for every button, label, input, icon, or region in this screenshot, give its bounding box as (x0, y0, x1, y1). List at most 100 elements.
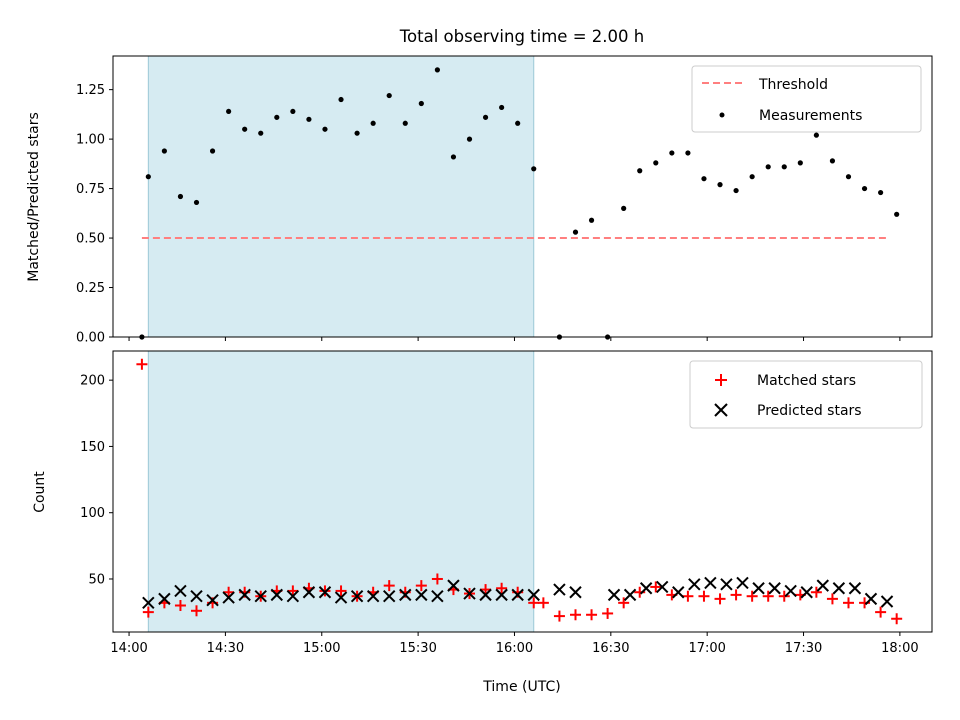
matched-star-marker (223, 586, 235, 598)
x-tick-label: 15:00 (303, 641, 340, 656)
predicted-star-marker-b (832, 582, 846, 595)
matched-star-marker (650, 581, 662, 593)
predicted-star-marker (623, 588, 637, 602)
predicted-star-marker-b (495, 588, 508, 602)
measurement-point (765, 164, 771, 170)
predicted-star-marker (672, 586, 685, 599)
predicted-stars-markers (142, 576, 894, 610)
predicted-star-marker-b (527, 588, 540, 602)
matched-star-marker (569, 609, 581, 621)
x-axis-label: Time (UTC) (482, 679, 560, 695)
predicted-star-marker-b (238, 588, 251, 602)
measurement-point (226, 108, 232, 115)
predicted-star-marker (816, 579, 830, 592)
top-y-tick-label: 0.00 (76, 331, 105, 346)
measurement-point (797, 160, 803, 166)
matched-star-marker (842, 597, 854, 609)
measurement-point (499, 104, 505, 111)
predicted-star-marker (495, 588, 508, 602)
bottom-y-tick-label: 200 (80, 374, 105, 389)
matched-star-marker (174, 599, 186, 611)
measurement-point (306, 116, 312, 122)
predicted-star-marker-b (222, 591, 235, 604)
predicted-star-marker-b (350, 590, 364, 603)
predicted-star-marker (286, 590, 300, 603)
x-tick-label: 17:30 (785, 641, 822, 656)
predicted-star-marker-b (800, 586, 813, 599)
measurement-point (749, 174, 755, 180)
top-panel: 0.00 0.25 0.50 0.75 1.00 1.25 Matched/Predict… (26, 55, 933, 346)
top-y-tick-label: 0.50 (76, 232, 105, 247)
predicted-star-marker-b (254, 590, 267, 603)
measurement-point (878, 189, 884, 196)
predicted-star-marker-b (447, 579, 460, 592)
predicted-star-marker (399, 588, 412, 602)
predicted-star-marker (334, 591, 348, 604)
legend-predicted-swatch (714, 403, 728, 417)
predicted-star-marker (784, 584, 797, 598)
predicted-star-marker (383, 590, 396, 603)
predicted-star-marker-b (656, 580, 669, 594)
bottom-x-axis-ticks: 14:00 14:30 15:00 15:30 16:00 16:30 17:00 17:30… (110, 632, 919, 656)
measurement-point (701, 176, 707, 182)
matched-star-marker (496, 582, 508, 594)
top-y-tick-label: 0.25 (76, 281, 105, 296)
measurement-point (161, 148, 167, 154)
measurement-point (781, 164, 787, 170)
predicted-star-marker-b (399, 588, 412, 602)
top-x-axis-ticks (128, 337, 901, 341)
matched-star-marker (431, 573, 443, 585)
predicted-star-marker (142, 596, 155, 610)
predicted-star-marker-b (334, 591, 348, 604)
legend-measurements-swatch (719, 112, 725, 118)
bottom-axes-frame (112, 350, 933, 633)
measurement-point (177, 193, 184, 200)
matched-star-marker (778, 590, 790, 602)
measurement-point (209, 148, 216, 154)
predicted-star-marker-b (752, 582, 765, 595)
measurement-point (829, 158, 836, 164)
measurement-point (450, 154, 457, 160)
top-y-tick-label: 1.00 (76, 133, 105, 148)
matched-star-marker (142, 606, 154, 618)
measurement-point (621, 205, 627, 211)
measurement-point (274, 114, 280, 120)
matched-star-marker (553, 610, 565, 622)
predicted-star-marker-b (704, 576, 717, 590)
measurement-point (402, 120, 408, 126)
predicted-star-marker (238, 588, 251, 602)
matched-star-marker (891, 613, 903, 625)
predicted-star-marker-b (463, 587, 476, 600)
matched-star-marker (287, 585, 299, 597)
predicted-star-marker (553, 583, 566, 596)
matched-star-marker (415, 580, 427, 592)
predicted-star-marker (479, 588, 492, 602)
predicted-star-marker-b (383, 590, 396, 603)
top-legend-box (691, 65, 922, 133)
top-y-tick-label: 1.25 (76, 83, 105, 98)
measurement-point (466, 136, 473, 142)
top-y-axis-label: Matched/Predicted stars (26, 112, 42, 282)
predicted-star-marker-b (784, 584, 797, 598)
measurement-point (588, 217, 595, 223)
predicted-star-marker (704, 576, 717, 590)
predicted-star-marker (415, 588, 428, 602)
predicted-star-marker-b (569, 586, 582, 599)
predicted-star-marker-b (142, 596, 155, 610)
top-axes-frame (112, 55, 933, 338)
measurement-point (733, 187, 739, 194)
matched-star-marker (714, 593, 726, 605)
bottom-y-axis-ticks: 50 100 150 200 (80, 374, 113, 587)
predicted-star-marker (656, 580, 669, 594)
measurement-point (845, 174, 852, 180)
matched-star-marker (618, 597, 630, 609)
predicted-star-marker (174, 584, 187, 598)
predicted-star-marker-b (736, 576, 749, 590)
bottom-y-tick-label: 50 (88, 572, 105, 587)
measurement-point (531, 166, 537, 172)
matched-star-marker (875, 606, 887, 618)
predicted-star-marker-b (607, 588, 621, 602)
predicted-star-marker (688, 578, 701, 591)
matched-star-marker (537, 597, 549, 609)
